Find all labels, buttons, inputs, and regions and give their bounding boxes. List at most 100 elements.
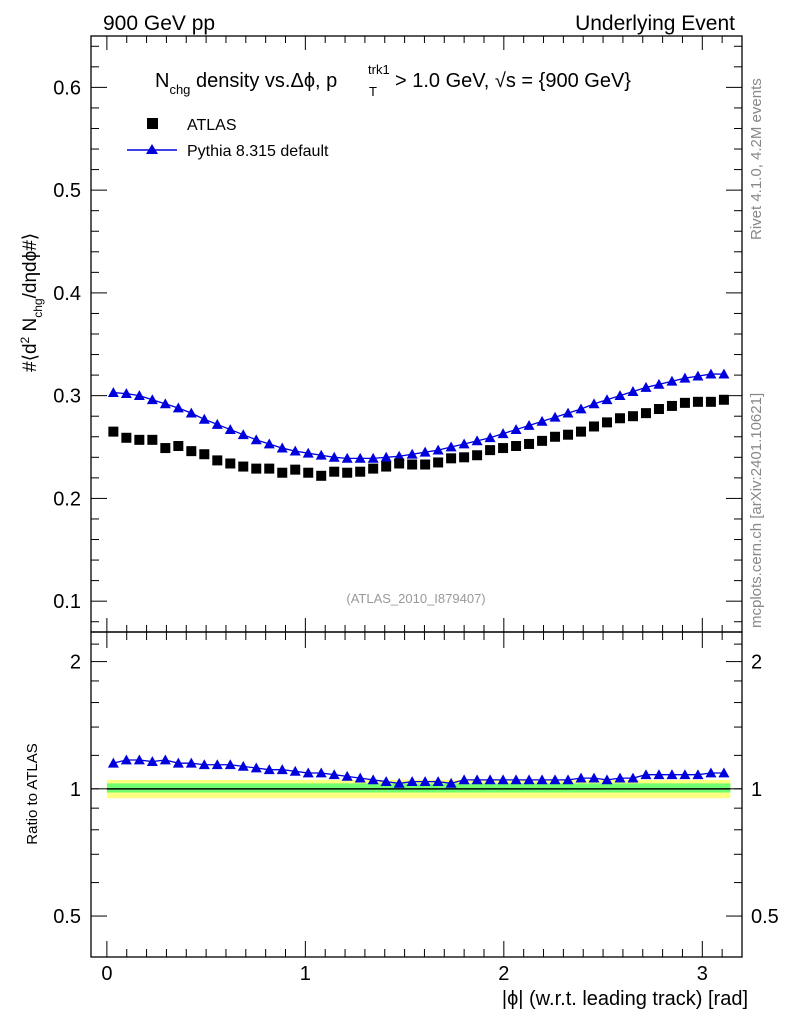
ratio-point [419, 776, 431, 787]
pythia-point [120, 388, 132, 398]
ratio-ylabel: Ratio to ATLAS [24, 743, 41, 844]
pythia-point [640, 381, 652, 392]
ratio-point [276, 764, 288, 775]
pythia-point [133, 390, 145, 401]
pythia-point [562, 407, 574, 418]
atlas-point [459, 452, 470, 463]
ratio-point [315, 767, 327, 778]
header-right: Underlying Event [575, 12, 735, 35]
atlas-point [303, 467, 314, 478]
atlas-point [692, 396, 703, 407]
atlas-point [446, 453, 457, 464]
ratio-point [211, 759, 223, 770]
header-left: 900 GeV pp [103, 12, 215, 35]
ylabel-sup2: 2 [18, 336, 32, 343]
ratio-point [536, 774, 548, 785]
atlas-point [498, 443, 509, 454]
pythia-point [367, 452, 379, 463]
atlas-point [264, 463, 275, 474]
ratio-point [458, 774, 470, 785]
pythia-point [536, 415, 548, 426]
pythia-point [237, 429, 249, 440]
atlas-point [550, 431, 561, 442]
ratio-point [692, 769, 704, 780]
pythia-point [575, 403, 587, 414]
ratio-ytick-label-left: 2 [70, 652, 81, 674]
title-mid: density vs. [190, 70, 290, 92]
ylabel-a: #⟨d [20, 343, 41, 372]
title-chg: chg [169, 82, 190, 97]
pythia-point [653, 378, 665, 389]
atlas-point [576, 426, 587, 437]
pythia-point [406, 448, 418, 459]
ratio-point [497, 774, 509, 785]
atlas-point [420, 459, 431, 470]
ratio-series [107, 754, 730, 788]
ratio-band-inner [106, 783, 731, 793]
pythia-point [718, 368, 730, 379]
atlas-point [108, 426, 119, 437]
atlas-point [316, 470, 327, 481]
atlas-point [653, 404, 664, 415]
ratio-point [367, 774, 379, 785]
pythia-point [263, 438, 275, 449]
pythia-point [627, 386, 639, 396]
ratio-point [198, 759, 210, 770]
pythia-point [705, 368, 717, 379]
ratio-point [107, 757, 119, 768]
atlas-point [329, 466, 340, 477]
pythia-point [692, 370, 704, 381]
pythia-point [276, 442, 288, 453]
pythia-point [159, 398, 171, 409]
analysis-id-label: (ATLAS_2010_I879407) [346, 591, 485, 606]
pythia-point [445, 441, 457, 452]
ratio-ytick-label-right: 0.5 [751, 906, 779, 928]
atlas-point [485, 445, 496, 456]
ratio-point [237, 760, 249, 771]
ratio-point [575, 772, 587, 783]
main-axis-ticks [91, 36, 742, 632]
ratio-point [588, 772, 600, 783]
ratio-xtick-label: 0 [101, 963, 112, 985]
pythia-point [172, 402, 184, 413]
main-title: Nchg density vs.Δϕ, p [155, 70, 337, 97]
ratio-xtick-label: 1 [300, 963, 311, 985]
pythia-point [341, 452, 353, 463]
ratio-point [705, 767, 717, 778]
atlas-point [134, 434, 145, 445]
ratio-point [328, 769, 340, 780]
atlas-point [679, 397, 690, 408]
main-ytick-label: 0.2 [53, 488, 81, 510]
ratio-point [653, 769, 665, 780]
pythia-point [198, 413, 210, 424]
ratio-point [172, 757, 184, 768]
pythia-point [588, 398, 600, 409]
ratio-point [341, 770, 353, 781]
atlas-point [342, 467, 353, 478]
ratio-point [432, 776, 444, 787]
atlas-point [589, 421, 600, 432]
pythia-point [302, 447, 314, 458]
atlas-point [381, 461, 392, 472]
atlas-point [199, 449, 210, 460]
ratio-point [549, 774, 561, 785]
ratio-point [666, 769, 678, 780]
pythia-point [185, 407, 197, 418]
ylabel-chg: chg [31, 298, 45, 317]
pythia-point [497, 428, 509, 439]
pythia-point [224, 424, 236, 434]
atlas-point [147, 434, 158, 445]
atlas-point [627, 411, 638, 422]
main-ytick-label: 0.6 [53, 77, 81, 99]
ratio-point [510, 774, 522, 785]
atlas-point [212, 455, 223, 466]
ratio-panel: 0.5 0.5 1 1 2 2 0 1 2 3 Ratio to ATLAS |ϕ| (w.r.… [24, 631, 779, 1010]
ratio-frame [90, 631, 743, 958]
ratio-point [133, 754, 145, 765]
ratio-point [614, 772, 626, 783]
ylabel-b: N [20, 318, 41, 337]
title-T: T [369, 84, 377, 99]
title-p: , p [315, 70, 337, 92]
ratio-xtick-label: 2 [498, 963, 509, 985]
legend-atlas-label: ATLAS [187, 117, 237, 134]
